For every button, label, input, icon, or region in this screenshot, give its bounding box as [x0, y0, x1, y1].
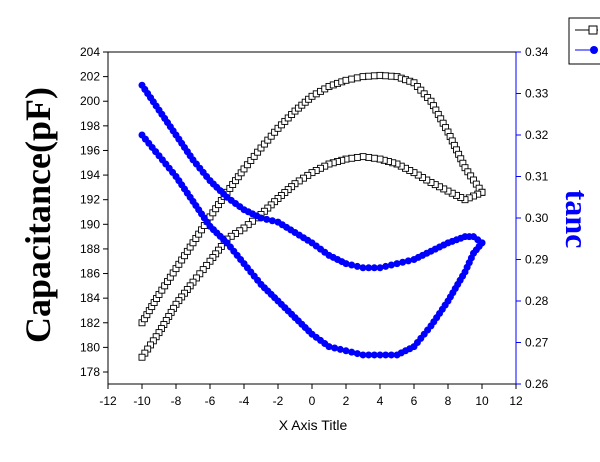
right-y-tick-label: 0.26	[525, 377, 549, 391]
left-y-tick-label: 182	[80, 316, 100, 330]
x-axis-title: X Axis Title	[279, 417, 348, 433]
left-y-tick-label: 192	[80, 193, 100, 207]
right-series-markers	[138, 81, 486, 359]
left-series-point	[365, 153, 373, 161]
right-y-tick-label: 0.34	[525, 45, 549, 59]
legend	[568, 17, 600, 65]
right-series-point	[353, 350, 361, 358]
x-tick-label: -12	[99, 394, 117, 408]
right-series-point	[370, 264, 378, 272]
x-tick-label: 6	[411, 394, 418, 408]
left-series-point	[376, 71, 384, 79]
right-y-tick-label: 0.27	[525, 336, 549, 350]
right-series-point	[336, 345, 344, 353]
right-series-point	[393, 260, 401, 268]
left-y-tick-label: 184	[80, 291, 100, 305]
left-series-point	[138, 353, 146, 361]
right-series-point	[331, 344, 339, 352]
right-y-tick-label: 0.31	[525, 170, 549, 184]
right-y-axis-title: tanc	[559, 190, 595, 249]
right-y-tick-label: 0.28	[525, 294, 549, 308]
left-y-tick-label: 180	[80, 340, 100, 354]
x-tick-label: 0	[309, 394, 316, 408]
right-y-tick-label: 0.32	[525, 128, 549, 142]
left-y-tick-label: 186	[80, 267, 100, 281]
right-series-point	[365, 351, 373, 359]
left-series-point	[359, 153, 367, 161]
right-series-point	[359, 264, 367, 272]
x-tick-label: 10	[475, 394, 489, 408]
left-series-point	[348, 75, 356, 83]
right-series-point	[404, 257, 412, 265]
left-series-point	[376, 155, 384, 163]
left-y-axis-ticks: 178 180 182 184 186 188 190 192 194 196 198 200 202 2…	[80, 45, 108, 379]
right-series-point	[382, 262, 390, 270]
right-series-point	[342, 260, 350, 268]
right-series-point	[348, 348, 356, 356]
right-series-point	[393, 351, 401, 359]
right-series-point	[365, 264, 373, 272]
left-y-axis-title: Capacitance(pF)	[18, 87, 58, 343]
left-series-point	[370, 154, 378, 162]
right-series-point	[342, 347, 350, 355]
left-y-tick-label: 200	[80, 94, 100, 108]
x-tick-label: -10	[133, 394, 151, 408]
right-series-point	[376, 264, 384, 272]
right-series-point	[387, 351, 395, 359]
left-y-tick-label: 202	[80, 70, 100, 84]
right-series-point	[348, 261, 356, 269]
legend-right-series-marker	[590, 46, 598, 54]
legend-left-series-marker	[588, 25, 598, 35]
x-axis-ticks: -12 -10 -8 -6 -4 -2 0 2 4 6 8 10 12	[99, 384, 523, 408]
right-series-point	[268, 217, 276, 225]
right-series-point	[257, 214, 265, 222]
x-tick-label: 2	[343, 394, 350, 408]
left-series-point	[353, 153, 361, 161]
right-series-point	[359, 351, 367, 359]
right-series-point	[353, 262, 361, 270]
x-tick-label: -4	[239, 394, 250, 408]
right-series-point	[376, 351, 384, 359]
left-y-tick-label: 204	[80, 45, 100, 59]
right-series-point	[399, 258, 407, 266]
x-tick-label: -2	[273, 394, 284, 408]
right-series-point	[387, 261, 395, 269]
left-series-point	[387, 72, 395, 80]
left-y-tick-label: 194	[80, 168, 100, 182]
left-series-point	[370, 72, 378, 80]
x-tick-label: -6	[205, 394, 216, 408]
right-series-point	[382, 351, 390, 359]
x-tick-label: 4	[377, 394, 384, 408]
left-y-tick-label: 198	[80, 119, 100, 133]
left-y-tick-label: 188	[80, 242, 100, 256]
x-tick-label: -8	[171, 394, 182, 408]
left-y-tick-label: 190	[80, 217, 100, 231]
right-y-axis-ticks: 0.26 0.27 0.28 0.29 0.30 0.31 0.32 0.33 0.34	[516, 45, 549, 391]
left-series-point	[342, 76, 350, 84]
right-series-point	[263, 215, 271, 223]
x-tick-label: 8	[445, 394, 452, 408]
left-series-point	[365, 72, 373, 80]
right-y-tick-label: 0.33	[525, 87, 549, 101]
left-series-point	[348, 154, 356, 162]
x-tick-label: 12	[509, 394, 523, 408]
right-series-point	[370, 351, 378, 359]
right-y-tick-label: 0.29	[525, 253, 549, 267]
right-series-point	[138, 131, 146, 139]
left-y-tick-label: 178	[80, 365, 100, 379]
legend-frame	[568, 17, 600, 65]
left-series-point	[382, 72, 390, 80]
right-y-tick-label: 0.30	[525, 211, 549, 225]
left-series-point	[359, 73, 367, 81]
left-y-tick-label: 196	[80, 143, 100, 157]
left-series-point	[353, 74, 361, 82]
